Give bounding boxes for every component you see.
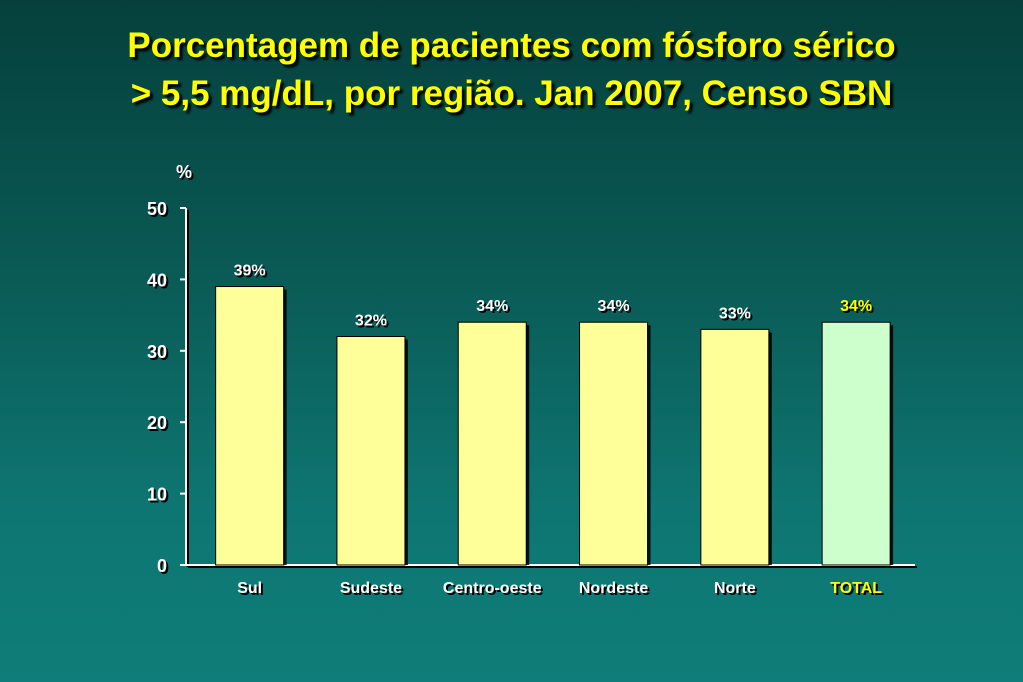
x-tick-label-shadow: Sudeste — [342, 582, 404, 599]
x-tick-label: TOTAL — [830, 580, 882, 597]
data-label-shadow: 34% — [842, 300, 874, 317]
x-tick-label: Norte — [714, 580, 756, 597]
data-label: 33% — [719, 305, 751, 322]
bar-total — [821, 321, 891, 566]
y-tick-label-shadow: 50 — [149, 201, 169, 221]
x-tick-label-shadow: Nordeste — [581, 582, 650, 599]
data-label-shadow: 39% — [236, 265, 268, 282]
y-tick-label-shadow: 20 — [149, 415, 169, 435]
data-label-shadow: 34% — [600, 300, 632, 317]
title-line-2: > 5,5 mg/dL, por região. Jan 2007, Censo… — [130, 74, 893, 113]
y-tick-label: 20 — [147, 413, 167, 433]
x-tick-label: Nordeste — [579, 580, 648, 597]
bar-norte — [700, 328, 770, 566]
data-label: 34% — [598, 298, 630, 315]
data-label: 32% — [355, 313, 387, 330]
x-tick-label: Sul — [237, 580, 262, 597]
data-label-shadow: 34% — [478, 300, 510, 317]
x-tick-label-shadow: Sul — [239, 582, 264, 599]
x-tick-label: Centro-oeste — [443, 580, 542, 597]
bar-sudeste — [336, 336, 406, 566]
data-label-shadow: 33% — [721, 307, 753, 324]
x-tick-label-shadow: TOTAL — [832, 582, 884, 599]
y-tick-label: 30 — [147, 342, 167, 362]
y-tick-label-shadow: 40 — [149, 272, 169, 292]
bar-centro-oeste — [457, 321, 527, 566]
bar-nordeste — [579, 321, 649, 566]
y-tick-label-shadow: 0 — [159, 558, 169, 578]
title-line-1: Porcentagem de pacientes com fósforo sér… — [127, 26, 896, 65]
slide-title: Porcentagem de pacientes com fósforo sér… — [0, 22, 1023, 118]
data-label-shadow: 32% — [357, 315, 389, 332]
y-tick-label: 40 — [147, 270, 167, 290]
bar-sul — [215, 286, 285, 566]
y-axis-label: % — [176, 162, 192, 182]
x-tick-label-shadow: Norte — [716, 582, 758, 599]
data-label: 34% — [476, 298, 508, 315]
y-tick-label: 50 — [147, 199, 167, 219]
y-tick-label-shadow: 30 — [149, 344, 169, 364]
data-label: 39% — [234, 263, 266, 280]
y-axis-label-shadow: % — [178, 164, 194, 184]
y-tick-label-shadow: 10 — [149, 487, 169, 507]
x-tick-label: Sudeste — [340, 580, 402, 597]
y-tick-label: 0 — [157, 556, 167, 576]
y-tick-label: 10 — [147, 485, 167, 505]
data-label: 34% — [840, 298, 872, 315]
x-tick-label-shadow: Centro-oeste — [445, 582, 544, 599]
